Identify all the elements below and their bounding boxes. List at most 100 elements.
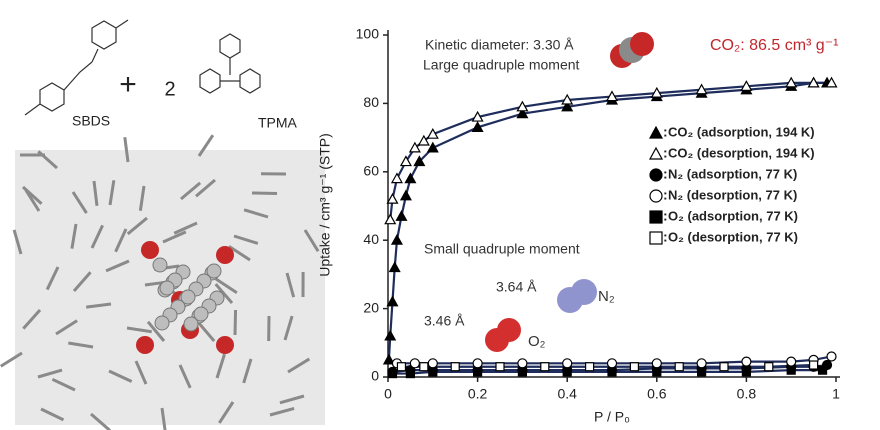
ring: [200, 69, 220, 93]
data-point: [405, 174, 415, 183]
legend-colon: :: [663, 229, 668, 245]
data-point: [518, 368, 526, 376]
data-point: [630, 363, 638, 371]
legend-colon: :: [663, 166, 668, 182]
x-tick-label: 0.2: [468, 386, 488, 402]
data-point: [496, 363, 504, 371]
data-point: [787, 357, 796, 366]
data-point: [388, 370, 396, 378]
data-point: [429, 368, 437, 376]
y-tick-label: 40: [363, 231, 379, 247]
atom: [141, 241, 159, 259]
legend-marker: [650, 211, 662, 223]
atom: [160, 281, 174, 295]
data-point: [742, 368, 750, 376]
figure: SBDS + 2 TPMA Uptake / cm³ g⁻¹ (STP) P /…: [0, 0, 880, 430]
atom: [136, 336, 154, 354]
data-point: [810, 361, 818, 369]
annotation: CO₂: 86.5 cm³ g⁻¹: [710, 37, 838, 54]
x-tick-label: 0: [384, 386, 392, 402]
legend-marker: [650, 127, 662, 138]
data-point: [451, 363, 459, 371]
legend-colon: :: [663, 145, 668, 161]
data-point: [742, 357, 751, 366]
atom: [216, 336, 234, 354]
atom: [216, 246, 234, 264]
data-point: [698, 368, 706, 376]
data-point: [541, 363, 549, 371]
atom: [155, 316, 169, 330]
data-point: [385, 331, 395, 340]
atom: [181, 290, 195, 304]
data-point: [392, 235, 402, 244]
ring: [240, 69, 260, 93]
data-point: [473, 359, 482, 368]
legend-label: O₂ (desorption, 77 K): [668, 229, 798, 244]
y-tick-label: 100: [356, 26, 380, 42]
legend-colon: :: [663, 124, 668, 140]
bond: [116, 20, 128, 28]
n2-atom: [571, 279, 597, 305]
chemical-structures: [25, 20, 260, 115]
data-point: [697, 359, 706, 368]
y-tick-label: 20: [363, 299, 379, 315]
bond: [92, 49, 98, 62]
data-point: [387, 194, 397, 203]
data-point: [652, 359, 661, 368]
data-point: [765, 363, 773, 371]
coefficient: 2: [164, 78, 175, 100]
legend-label: CO₂ (desorption, 194 K): [668, 145, 815, 160]
annotation: 3.64 Å: [496, 279, 537, 295]
legend-marker: [650, 190, 662, 202]
x-tick-label: 0.8: [737, 386, 757, 402]
legend-label: N₂ (adsorption, 77 K): [668, 166, 797, 181]
y-axis-label: Uptake / cm³ g⁻¹ (STP): [317, 133, 333, 277]
data-point: [563, 368, 571, 376]
data-point: [387, 297, 397, 306]
molecule-label: TPMA: [258, 115, 298, 131]
data-point: [720, 363, 728, 371]
ring: [220, 34, 240, 58]
data-point: [518, 359, 527, 368]
ring: [40, 83, 64, 111]
data-point: [608, 368, 616, 376]
bond: [25, 104, 40, 115]
data-point: [819, 366, 827, 374]
atom: [194, 307, 208, 321]
legend-marker: [650, 169, 662, 181]
data-point: [827, 352, 836, 361]
data-point: [428, 359, 437, 368]
legend-label: CO₂ (adsorption, 194 K): [668, 124, 815, 139]
x-tick-label: 0.4: [557, 386, 577, 402]
annotation: Large quadruple moment: [423, 57, 580, 73]
atom: [207, 264, 221, 278]
legend-marker: [650, 148, 662, 159]
annotation: 3.46 Å: [424, 313, 465, 329]
y-tick-label: 60: [363, 163, 379, 179]
data-point: [675, 363, 683, 371]
o2-atom: [497, 318, 521, 342]
data-point: [653, 368, 661, 376]
data-point: [406, 370, 414, 378]
annotation: O₂: [528, 333, 546, 350]
data-point: [787, 366, 795, 374]
y-tick-label: 0: [371, 368, 379, 384]
legend-colon: :: [663, 187, 668, 203]
gas-molecules: [485, 32, 654, 352]
plus-sign: +: [119, 68, 137, 101]
data-point: [392, 174, 402, 183]
legend-label: N₂ (desorption, 77 K): [668, 187, 797, 202]
molecule-label: SBDS: [72, 113, 110, 129]
data-point: [410, 359, 419, 368]
framework-strand: [235, 310, 236, 335]
atom: [153, 258, 167, 272]
ring: [92, 21, 116, 49]
annotation: Kinetic diameter: 3.30 Å: [425, 37, 574, 53]
bond: [64, 62, 92, 90]
x-axis-label: P / P₀: [594, 409, 630, 425]
data-point: [586, 363, 594, 371]
co2-atom: [630, 32, 654, 56]
data-point: [401, 191, 411, 200]
data-point: [385, 215, 395, 224]
data-point: [397, 363, 405, 371]
